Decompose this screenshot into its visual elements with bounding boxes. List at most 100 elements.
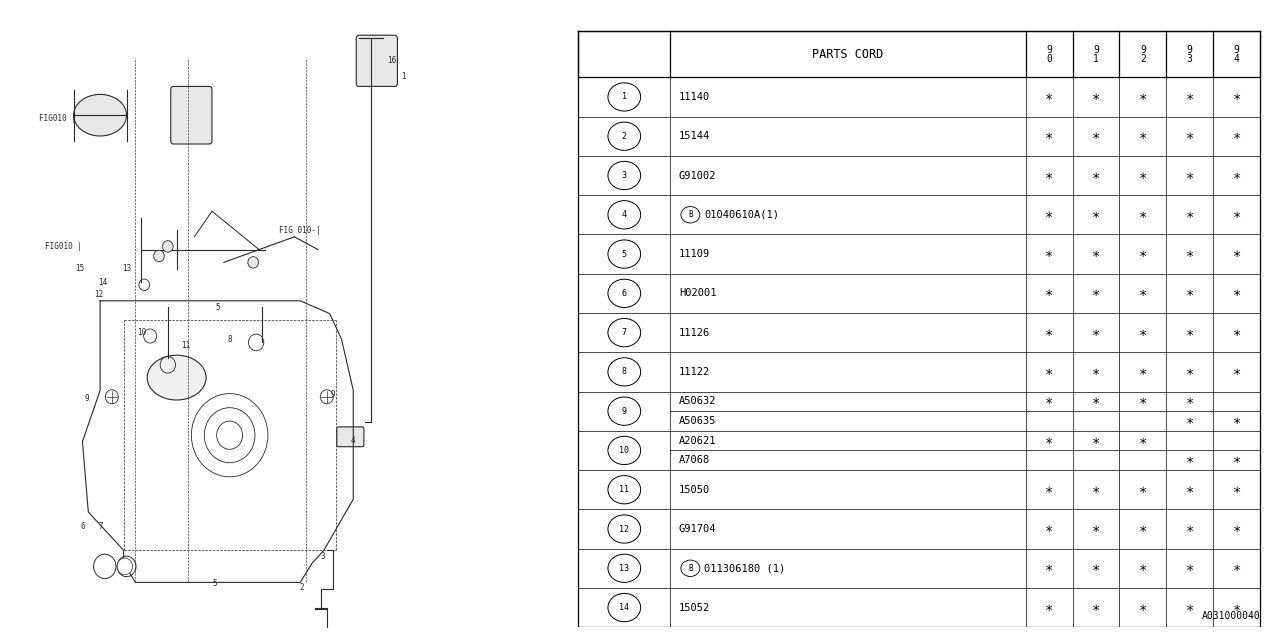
- Text: B: B: [689, 564, 692, 573]
- Text: ∗: ∗: [1044, 129, 1053, 143]
- Text: ∗: ∗: [1233, 168, 1240, 182]
- Text: ∗: ∗: [1092, 247, 1101, 261]
- Text: ∗: ∗: [1139, 600, 1147, 614]
- Text: ∗: ∗: [1044, 326, 1053, 340]
- Text: 3: 3: [320, 552, 325, 561]
- Text: ∗: ∗: [1044, 208, 1053, 222]
- Text: ∗: ∗: [1139, 394, 1147, 408]
- Text: PARTS CORD: PARTS CORD: [813, 48, 883, 61]
- Text: 9
1: 9 1: [1093, 45, 1100, 63]
- Text: 9: 9: [84, 394, 90, 403]
- Text: 7: 7: [622, 328, 627, 337]
- Text: ∗: ∗: [1185, 129, 1194, 143]
- Text: FIG 010-|: FIG 010-|: [279, 226, 321, 235]
- Text: ∗: ∗: [1185, 168, 1194, 182]
- Text: ∗: ∗: [1092, 561, 1101, 575]
- Text: 6: 6: [81, 522, 84, 531]
- Text: ∗: ∗: [1139, 434, 1147, 447]
- Text: ∗: ∗: [1092, 600, 1101, 614]
- Text: G91704: G91704: [678, 524, 717, 534]
- FancyBboxPatch shape: [170, 86, 212, 144]
- Ellipse shape: [74, 95, 127, 136]
- Text: ∗: ∗: [1092, 286, 1101, 300]
- Text: ∗: ∗: [1092, 434, 1101, 447]
- Text: ∗: ∗: [1185, 453, 1194, 467]
- Text: ∗: ∗: [1139, 208, 1147, 222]
- Text: ∗: ∗: [1233, 286, 1240, 300]
- Text: ∗: ∗: [1233, 326, 1240, 340]
- Text: ∗: ∗: [1185, 365, 1194, 379]
- Text: 11: 11: [180, 341, 191, 350]
- Text: A50635: A50635: [678, 416, 717, 426]
- Circle shape: [93, 554, 116, 579]
- Text: FIG010 |: FIG010 |: [40, 114, 77, 123]
- Text: ∗: ∗: [1044, 394, 1053, 408]
- Text: 15144: 15144: [678, 131, 710, 141]
- Text: ∗: ∗: [1233, 208, 1240, 222]
- Text: ∗: ∗: [1092, 90, 1101, 104]
- Text: 13: 13: [620, 564, 630, 573]
- Text: ∗: ∗: [1044, 247, 1053, 261]
- Text: 16: 16: [387, 56, 397, 65]
- Text: 11140: 11140: [678, 92, 710, 102]
- Text: ∗: ∗: [1185, 561, 1194, 575]
- Text: ∗: ∗: [1139, 168, 1147, 182]
- Text: ∗: ∗: [1044, 434, 1053, 447]
- Text: ∗: ∗: [1139, 365, 1147, 379]
- Text: ∗: ∗: [1139, 561, 1147, 575]
- Text: ∗: ∗: [1233, 483, 1240, 497]
- Text: 8: 8: [228, 335, 232, 344]
- Text: ∗: ∗: [1092, 208, 1101, 222]
- Text: ∗: ∗: [1233, 414, 1240, 428]
- Text: 2: 2: [300, 583, 305, 592]
- Text: A031000040: A031000040: [1202, 611, 1260, 621]
- Circle shape: [248, 257, 259, 268]
- Text: ∗: ∗: [1233, 365, 1240, 379]
- Text: 11126: 11126: [678, 328, 710, 338]
- Text: ∗: ∗: [1139, 522, 1147, 536]
- Text: 8: 8: [622, 367, 627, 376]
- Text: A7068: A7068: [678, 455, 710, 465]
- Text: 01040610A(1): 01040610A(1): [704, 210, 780, 220]
- Text: ∗: ∗: [1185, 247, 1194, 261]
- Ellipse shape: [147, 355, 206, 400]
- Text: 10: 10: [137, 328, 146, 337]
- Text: ∗: ∗: [1139, 129, 1147, 143]
- Text: ∗: ∗: [1185, 326, 1194, 340]
- Text: ∗: ∗: [1044, 365, 1053, 379]
- Text: 10: 10: [620, 446, 630, 455]
- Text: 5: 5: [212, 579, 218, 588]
- Text: ∗: ∗: [1092, 129, 1101, 143]
- Circle shape: [163, 241, 173, 252]
- Text: ∗: ∗: [1233, 453, 1240, 467]
- Text: 15: 15: [74, 264, 84, 273]
- Text: ∗: ∗: [1092, 483, 1101, 497]
- Text: ∗: ∗: [1139, 326, 1147, 340]
- Text: ∗: ∗: [1044, 286, 1053, 300]
- Text: 11: 11: [620, 485, 630, 494]
- Text: 11122: 11122: [678, 367, 710, 377]
- Text: ∗: ∗: [1139, 286, 1147, 300]
- Text: ∗: ∗: [1139, 247, 1147, 261]
- Text: 9
3: 9 3: [1187, 45, 1193, 63]
- Text: ∗: ∗: [1185, 394, 1194, 408]
- Text: 12: 12: [620, 525, 630, 534]
- Text: 14: 14: [99, 278, 108, 287]
- Text: ∗: ∗: [1044, 561, 1053, 575]
- Text: 15052: 15052: [678, 603, 710, 612]
- Text: H02001: H02001: [678, 289, 717, 298]
- Text: 9: 9: [330, 390, 335, 399]
- Text: ∗: ∗: [1092, 394, 1101, 408]
- Text: ∗: ∗: [1185, 522, 1194, 536]
- Text: ∗: ∗: [1185, 600, 1194, 614]
- Text: ∗: ∗: [1044, 522, 1053, 536]
- Text: ∗: ∗: [1139, 90, 1147, 104]
- Text: ∗: ∗: [1233, 90, 1240, 104]
- Text: 4: 4: [622, 211, 627, 220]
- Text: 15050: 15050: [678, 484, 710, 495]
- Circle shape: [118, 558, 133, 575]
- Text: ∗: ∗: [1092, 365, 1101, 379]
- Text: ∗: ∗: [1092, 326, 1101, 340]
- Text: 9
4: 9 4: [1234, 45, 1239, 63]
- Text: ∗: ∗: [1233, 600, 1240, 614]
